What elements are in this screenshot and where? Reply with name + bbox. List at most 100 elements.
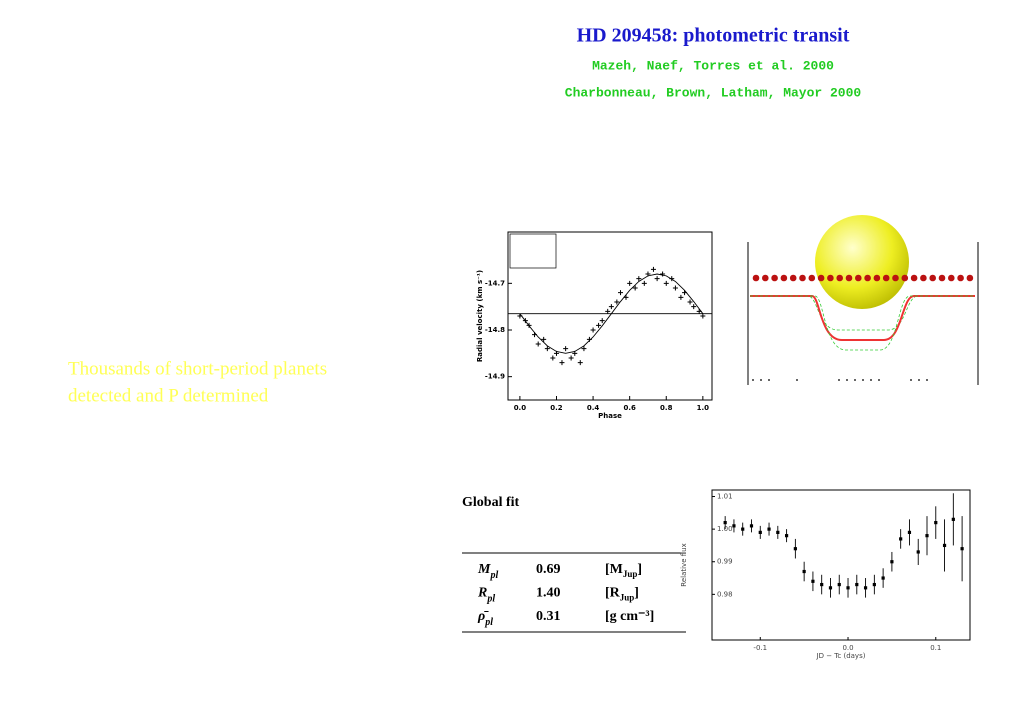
side-text: detected and P determined: [68, 385, 269, 406]
data-point: [541, 336, 547, 342]
data-point: [696, 308, 702, 314]
planet-dot: [762, 274, 769, 282]
symbol-subscript: pl: [489, 570, 498, 581]
unit-subscript: Jup: [623, 569, 638, 579]
planet-dot: [855, 274, 862, 282]
data-point: [837, 582, 841, 587]
unit: [M: [605, 562, 623, 577]
data-point: [942, 543, 947, 548]
data-point: [596, 322, 602, 328]
data-point: [672, 285, 678, 291]
reference: Mazeh, Naef, Torres et al. 2000: [592, 58, 834, 73]
data-point: [691, 304, 697, 310]
data-point: [632, 285, 638, 291]
planet-dot: [864, 274, 871, 282]
slide-title: HD 209458: photometric transit: [577, 25, 850, 47]
data-point: [749, 524, 754, 528]
data-point: [916, 550, 920, 554]
data-point: [627, 280, 633, 286]
y-axis-label: Radial velocity (km s⁻¹): [476, 270, 484, 362]
planet-dot: [892, 274, 899, 282]
data-point: [663, 280, 669, 286]
x-tick-label: 1.0: [697, 404, 710, 412]
planet-dot: [752, 274, 760, 282]
planet-dot: [873, 274, 881, 282]
data-point: [660, 271, 666, 277]
x-tick-label: 0.1: [930, 644, 941, 652]
symbol: R: [477, 586, 487, 601]
data-point: [522, 318, 528, 324]
x-tick-label: 0.0: [842, 644, 853, 652]
data-point: [767, 527, 771, 531]
data-point: [544, 346, 550, 352]
data-point: [517, 313, 523, 319]
data-point: [650, 266, 656, 272]
unit-end: ]: [637, 562, 642, 577]
data-point: [784, 534, 789, 538]
x-tick-label: 0.2: [550, 404, 563, 412]
data-point: [741, 527, 745, 531]
y-tick-label: -14.7: [485, 279, 505, 287]
planet-dot: [771, 274, 778, 282]
reference: Charbonneau, Brown, Latham, Mayor 2000: [565, 85, 862, 100]
data-point: [758, 530, 762, 534]
data-point: [645, 271, 651, 277]
planet-dot: [938, 274, 946, 282]
data-point: [960, 547, 964, 551]
data-point: [590, 327, 596, 333]
table: Mpl 0.69 [MJup]Rpl 1.40 [RJup]ρ̄pl 0.31 [g cm⁻…: [477, 562, 654, 628]
unit: [g cm⁻³]: [605, 609, 654, 624]
data-point: [572, 350, 578, 356]
legend-box: [509, 233, 557, 269]
data-point: [605, 308, 611, 314]
data-point: [623, 294, 629, 300]
data-point: [614, 299, 620, 305]
parameter-unit: [RJup]: [605, 586, 639, 603]
y-tick-label: -14.9: [485, 373, 505, 381]
y-tick-label: 0.99: [717, 558, 733, 566]
x-axis-label: JD − Tc (days): [816, 652, 866, 660]
symbol-subscript: pl: [484, 617, 493, 628]
planet-dot: [966, 274, 974, 282]
y-tick-label: 0.98: [717, 590, 733, 598]
data-point: [723, 521, 727, 525]
unit-end: ]: [634, 586, 639, 601]
unit-subscript: Jup: [620, 593, 635, 603]
parameter-symbol: Mpl: [477, 562, 498, 581]
planet-dot: [808, 274, 816, 282]
data-point: [553, 350, 559, 356]
planet-dot: [845, 274, 853, 282]
data-point: [793, 547, 797, 551]
data-point: [934, 521, 938, 525]
planet-dot: [929, 274, 936, 282]
data-point: [577, 360, 583, 366]
data-point: [899, 537, 903, 541]
data-point: [678, 294, 684, 300]
data-point: [608, 304, 614, 310]
planet-dot: [817, 274, 825, 282]
data-point: [732, 524, 736, 528]
data-point: [951, 517, 955, 521]
data-point: [636, 276, 642, 282]
data-point: [599, 318, 605, 324]
planet-track: [752, 274, 974, 282]
model-curve: [750, 295, 975, 351]
data-point: [618, 290, 624, 296]
transit-schematic: [747, 215, 979, 385]
planet-dot: [780, 274, 788, 282]
x-tick-label: 0.4: [587, 404, 600, 412]
data-point: [828, 586, 833, 590]
data-point: [890, 560, 894, 564]
data-point: [568, 355, 574, 361]
planet-dot: [799, 274, 806, 282]
data-point: [846, 586, 850, 590]
table-title: Global fit: [462, 495, 520, 510]
data-point: [532, 332, 538, 338]
data-point: [586, 336, 592, 342]
parameter-value: 0.31: [536, 609, 561, 624]
symbol: M: [477, 562, 491, 577]
data-point: [881, 576, 885, 580]
planet-dot: [827, 274, 834, 282]
data-point: [581, 346, 587, 352]
side-text: Thousands of short-period planets: [68, 358, 327, 379]
